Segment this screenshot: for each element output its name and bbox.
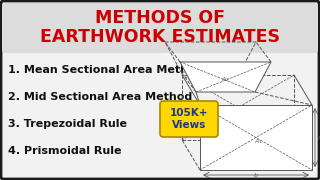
Text: 105K+
Views: 105K+ Views xyxy=(170,108,208,130)
Text: METHODS OF: METHODS OF xyxy=(95,9,225,27)
FancyBboxPatch shape xyxy=(160,101,218,137)
Text: 2. Mid Sectional Area Method: 2. Mid Sectional Area Method xyxy=(8,92,192,102)
Text: h: h xyxy=(318,136,320,141)
Text: $A_2$: $A_2$ xyxy=(220,76,229,84)
FancyBboxPatch shape xyxy=(2,3,318,53)
Text: 3. Trepezoidal Rule: 3. Trepezoidal Rule xyxy=(8,119,127,129)
Polygon shape xyxy=(180,62,271,92)
Polygon shape xyxy=(200,105,312,170)
Text: $A_1$: $A_1$ xyxy=(253,138,262,147)
Text: 1. Mean Sectional Area Method: 1. Mean Sectional Area Method xyxy=(8,65,204,75)
Text: 4. Prismoidal Rule: 4. Prismoidal Rule xyxy=(8,146,122,156)
Text: EARTHWORK ESTIMATES: EARTHWORK ESTIMATES xyxy=(40,28,280,46)
Text: b: b xyxy=(254,173,258,178)
